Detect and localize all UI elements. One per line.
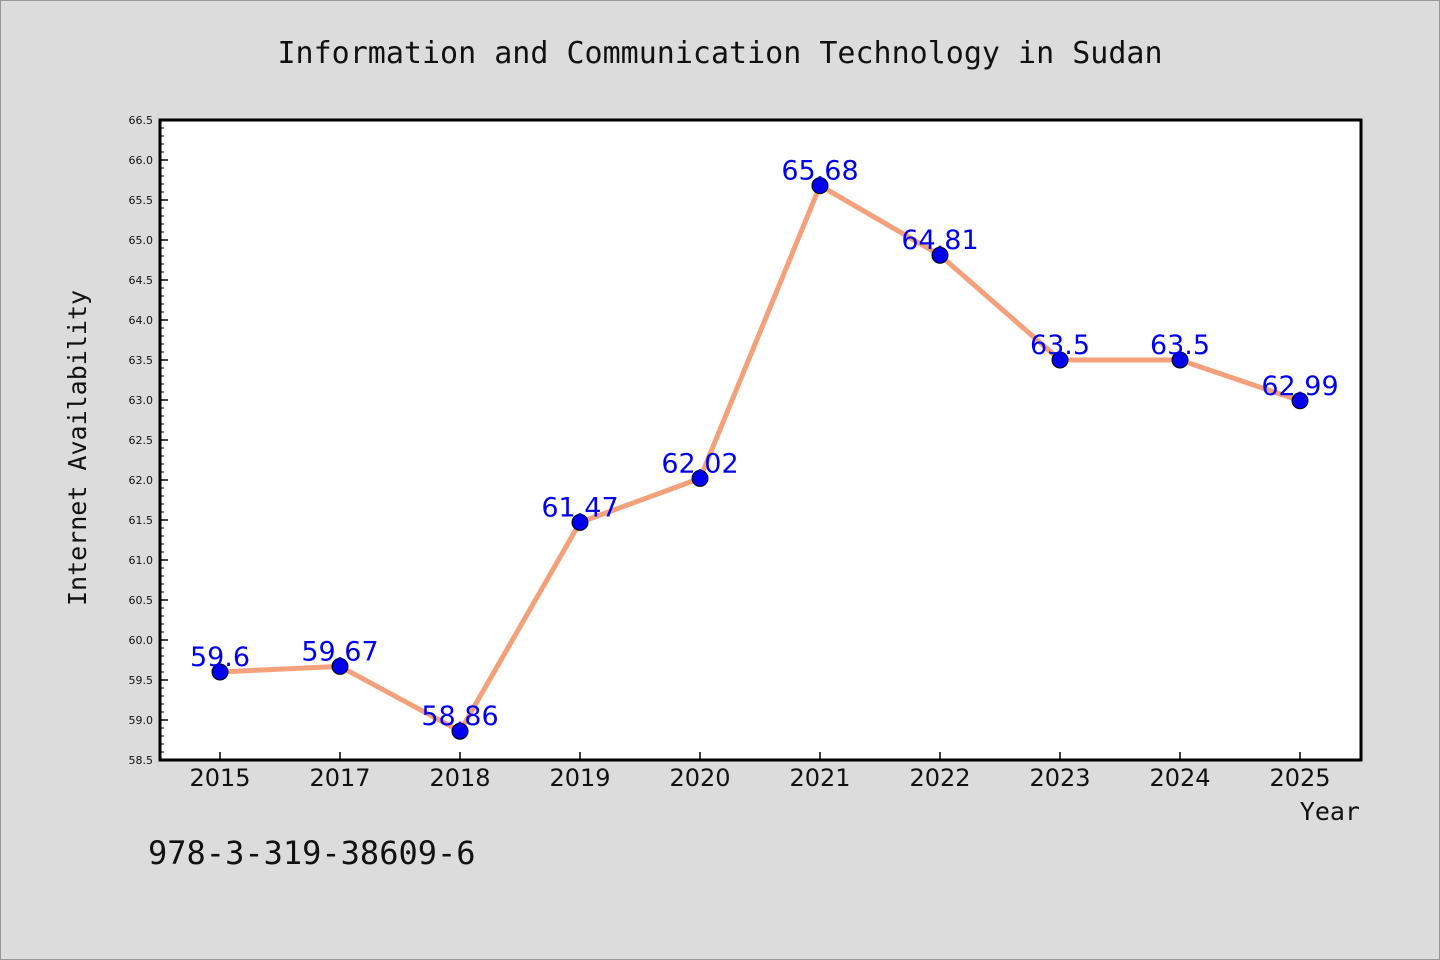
data-point [331,657,349,675]
y-tick-label: 64.5 [129,274,154,287]
data-label: 63.5 [1150,330,1210,361]
y-tick-label: 61.5 [129,514,154,527]
x-tick-label: 2019 [549,764,610,792]
y-tick-label: 65.0 [129,234,154,247]
x-tick-label: 2022 [909,764,970,792]
annotation-text: 978-3-319-38609-6 [148,834,476,872]
y-tick-label: 66.0 [129,154,154,167]
plot-area [158,118,1363,762]
data-labels: 59.6 59.67 58.86 61.47 62.02 65.68 64.81 63.5 63… [190,156,1339,733]
y-tick-label: 66.5 [129,114,154,127]
y-tick-label: 65.5 [129,194,154,207]
y-tick-label: 64.0 [129,314,154,327]
x-axis-label: Year [1300,797,1360,826]
y-tick-label: 59.5 [129,674,154,687]
data-label: 58.86 [421,701,498,732]
y-tick-label: 60.0 [129,634,154,647]
data-point [451,722,469,740]
data-point [811,177,829,195]
chart-title: Information and Communication Technology… [277,36,1162,71]
data-label: 65.68 [781,156,858,187]
data-label: 63.5 [1030,330,1090,361]
y-tick-label: 61.0 [129,554,154,567]
y-axis: 58.5 59.0 59.5 60.0 60.5 61.0 61.5 62.0 62.5 63.0… [129,114,168,767]
y-tick-label: 58.5 [129,754,154,767]
x-tick-label: 2018 [429,764,490,792]
data-point [691,469,709,487]
data-label: 59.6 [190,642,250,673]
x-tick-label: 2020 [669,764,730,792]
data-point [931,246,949,264]
x-tick-label: 2023 [1029,764,1090,792]
data-point [1171,351,1189,369]
series-line [219,183,1301,734]
data-point [1051,351,1069,369]
x-tick-label: 2025 [1269,764,1330,792]
data-label: 61.47 [541,492,618,523]
x-tick-label: 2024 [1149,764,1210,792]
x-tick-label: 2017 [309,764,370,792]
y-tick-label: 62.0 [129,474,154,487]
data-label: 62.02 [661,448,738,479]
data-point [211,663,229,681]
y-tick-label: 60.5 [129,594,154,607]
data-label: 59.67 [301,636,378,667]
y-tick-label: 63.5 [129,354,154,367]
series-markers [211,177,1309,740]
x-tick-label: 2021 [789,764,850,792]
data-label: 64.81 [901,225,978,256]
data-point [1291,392,1309,410]
y-tick-label: 63.0 [129,394,154,407]
data-point [571,513,589,531]
y-tick-label: 62.5 [129,434,154,447]
data-label: 62.99 [1261,371,1338,402]
y-tick-label: 59.0 [129,714,154,727]
x-tick-label: 2015 [189,764,250,792]
x-axis: 2015 2017 2018 2019 2020 2021 2022 2023 2024 2025 [189,752,1331,792]
y-axis-label: Internet Availability [63,290,92,606]
